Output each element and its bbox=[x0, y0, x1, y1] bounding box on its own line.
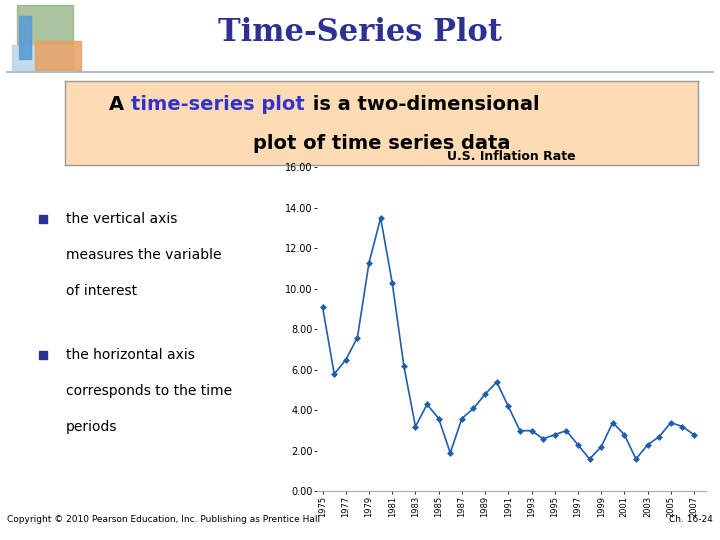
Title: U.S. Inflation Rate: U.S. Inflation Rate bbox=[447, 151, 575, 164]
Text: A: A bbox=[109, 95, 131, 114]
Text: Ch. 16-24: Ch. 16-24 bbox=[669, 515, 713, 524]
Bar bbox=[17, 5, 73, 45]
Bar bbox=[35, 40, 81, 71]
Text: is a two-dimensional: is a two-dimensional bbox=[305, 95, 539, 114]
Bar bbox=[12, 45, 73, 71]
Text: the vertical axis: the vertical axis bbox=[66, 212, 178, 226]
Text: plot of time series data: plot of time series data bbox=[253, 134, 510, 153]
Text: time-series plot: time-series plot bbox=[131, 95, 305, 114]
Text: the horizontal axis: the horizontal axis bbox=[66, 348, 195, 362]
Text: of interest: of interest bbox=[66, 284, 138, 298]
Text: Copyright © 2010 Pearson Education, Inc. Publishing as Prentice Hall: Copyright © 2010 Pearson Education, Inc.… bbox=[7, 515, 320, 524]
Bar bbox=[19, 16, 32, 59]
Text: Time-Series Plot: Time-Series Plot bbox=[218, 17, 502, 49]
Text: periods: periods bbox=[66, 420, 118, 434]
Text: measures the variable: measures the variable bbox=[66, 248, 222, 262]
Text: corresponds to the time: corresponds to the time bbox=[66, 384, 233, 398]
